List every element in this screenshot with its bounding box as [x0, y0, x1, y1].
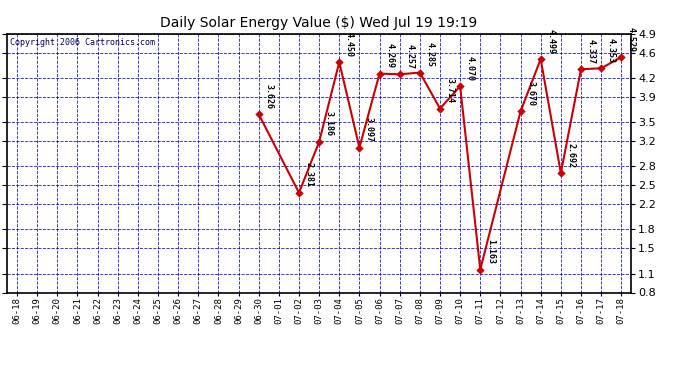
Text: 4.269: 4.269 [385, 43, 394, 68]
Point [435, 106, 446, 112]
Text: 4.285: 4.285 [426, 42, 435, 67]
Point [394, 71, 405, 77]
Point [334, 59, 345, 65]
Text: 4.337: 4.337 [586, 39, 595, 64]
Text: 3.186: 3.186 [325, 111, 334, 136]
Point [475, 267, 486, 273]
Point [314, 139, 325, 145]
Point [455, 83, 466, 89]
Point [535, 56, 546, 62]
Text: 4.529: 4.529 [627, 27, 635, 52]
Text: 2.381: 2.381 [304, 162, 313, 187]
Text: 3.714: 3.714 [446, 78, 455, 103]
Text: 2.692: 2.692 [566, 142, 575, 168]
Point [354, 144, 365, 150]
Text: 4.070: 4.070 [466, 56, 475, 81]
Text: 4.257: 4.257 [405, 44, 414, 69]
Point [293, 190, 304, 196]
Point [615, 54, 627, 60]
Text: 3.670: 3.670 [526, 81, 535, 106]
Text: 4.353: 4.353 [607, 38, 615, 63]
Text: 4.499: 4.499 [546, 28, 555, 54]
Point [575, 66, 586, 72]
Point [253, 111, 264, 117]
Title: Daily Solar Energy Value ($) Wed Jul 19 19:19: Daily Solar Energy Value ($) Wed Jul 19 … [161, 16, 477, 30]
Point [515, 108, 526, 114]
Point [374, 70, 385, 76]
Text: 3.626: 3.626 [264, 84, 273, 109]
Point [595, 65, 607, 71]
Text: 3.097: 3.097 [365, 117, 374, 142]
Point [414, 70, 425, 76]
Text: 1.163: 1.163 [486, 239, 495, 264]
Text: Copyright 2006 Cartronics.com: Copyright 2006 Cartronics.com [10, 38, 155, 46]
Text: 4.450: 4.450 [345, 32, 354, 57]
Point [555, 170, 566, 176]
